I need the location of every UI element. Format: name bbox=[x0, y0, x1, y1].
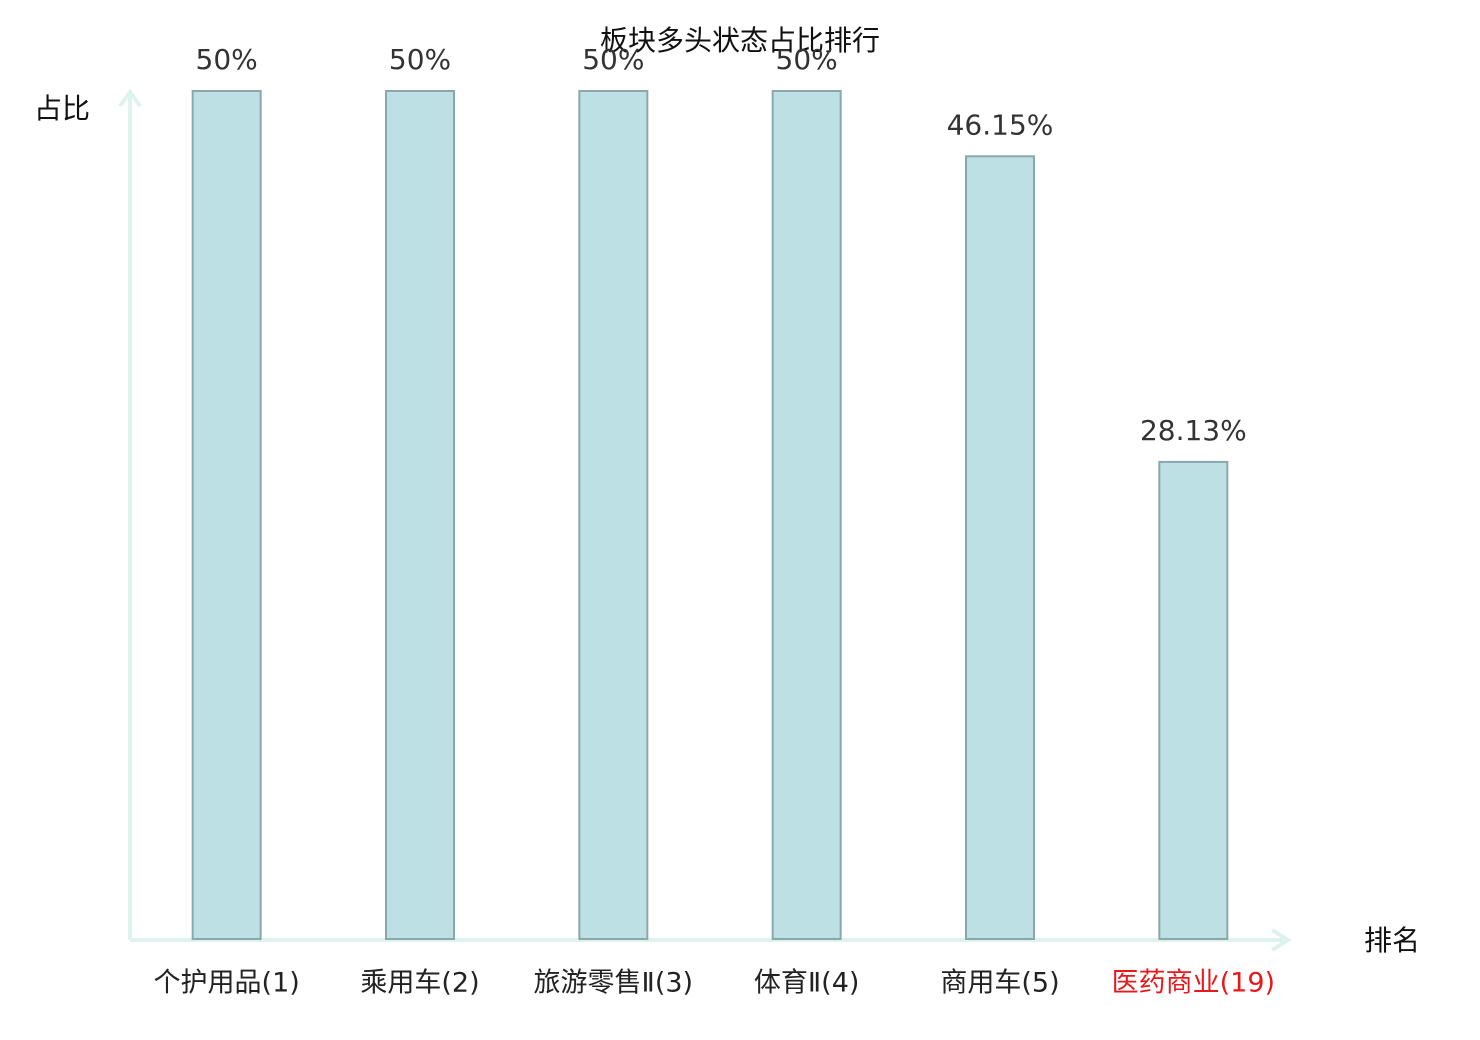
y-axis-label: 占比 bbox=[34, 92, 90, 125]
value-label: 50% bbox=[196, 43, 258, 76]
bar bbox=[578, 90, 649, 940]
x-tick-label: 个护用品(1) bbox=[154, 968, 300, 999]
bar bbox=[191, 90, 262, 940]
value-label: 28.13% bbox=[1140, 414, 1247, 447]
value-label: 50% bbox=[776, 43, 838, 76]
x-axis-label: 排名 bbox=[1364, 924, 1420, 957]
chart-title: 板块多头状态占比排行 bbox=[600, 24, 880, 57]
bar bbox=[385, 90, 455, 940]
x-tick-label: 旅游零售Ⅱ(3) bbox=[534, 968, 694, 999]
x-tick-label: 医药商业(19) bbox=[1112, 968, 1275, 999]
bar bbox=[1158, 460, 1229, 940]
value-label: 46.15% bbox=[947, 108, 1054, 141]
axes bbox=[118, 88, 1292, 952]
y-arrow bbox=[118, 88, 142, 108]
bar bbox=[771, 90, 842, 940]
bar bbox=[965, 155, 1035, 940]
x-tick-label: 乘用车(2) bbox=[360, 968, 479, 999]
x-tick-label: 商用车(5) bbox=[940, 968, 1059, 999]
x-arrow bbox=[1270, 928, 1292, 952]
value-label: 50% bbox=[582, 43, 644, 76]
value-label: 50% bbox=[389, 43, 451, 76]
x-tick-label: 体育Ⅱ(4) bbox=[754, 968, 860, 999]
